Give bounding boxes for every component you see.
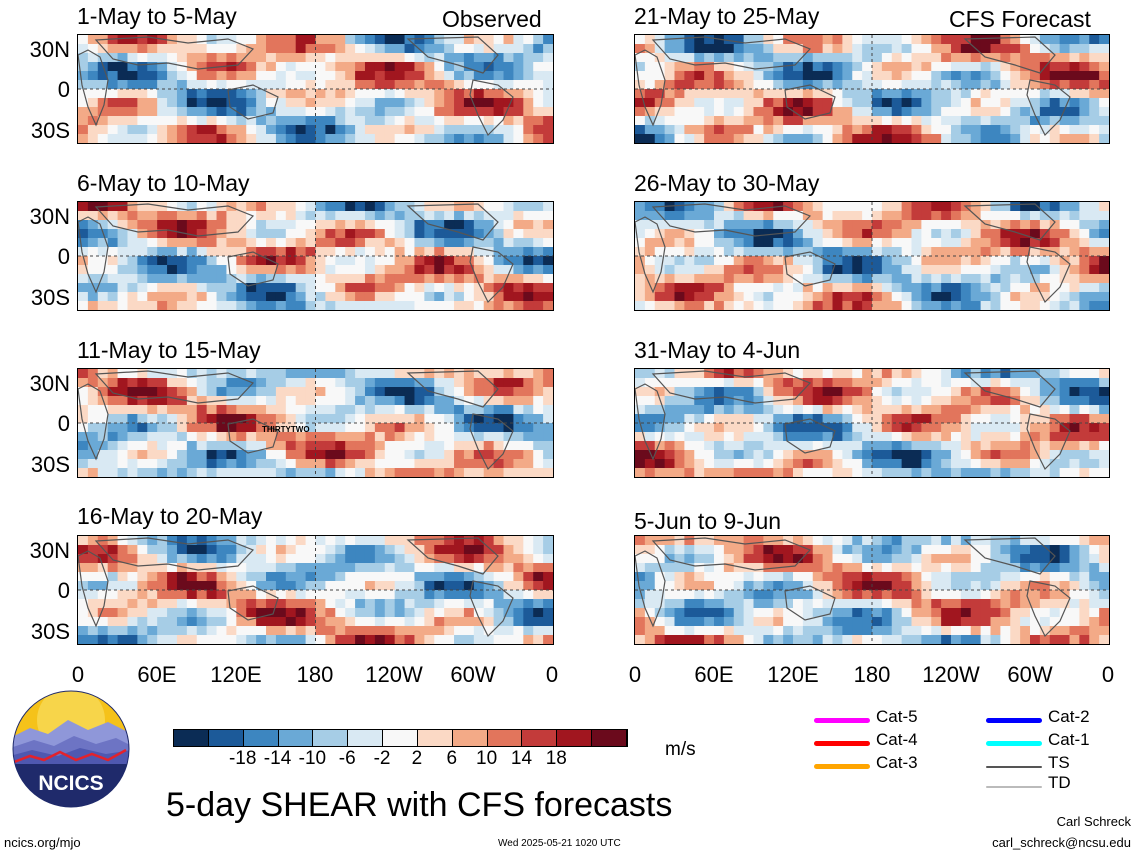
panel-title-2: 6-May to 10-May [77,170,250,196]
lon-label-60e: 60E [694,662,734,687]
legend-line-cat-3 [814,764,870,769]
logo-text: NCICS [38,772,103,795]
colorbar-swatch [452,730,488,746]
lat-label-30s: 30S [30,285,70,310]
lon-label-60w: 60W [1007,662,1053,687]
legend-line-ts [986,766,1042,768]
legend-line-cat-2 [986,718,1042,723]
shear-map-panel-1 [77,34,554,144]
lat-label-0: 0 [57,411,70,436]
panel-title-5: 21-May to 25-May [634,3,820,29]
ncics-logo: NCICS [10,690,132,808]
main-title: 5-day SHEAR with CFS forecasts [166,786,673,824]
legend-line-cat-1 [986,741,1042,746]
lon-label-0-end: 0 [545,662,559,687]
colorbar-swatch [487,730,523,746]
panel-title-4: 16-May to 20-May [77,503,263,529]
colorbar-swatch [417,730,453,746]
legend-label: Cat-4 [876,730,918,749]
legend-label: Cat-3 [876,753,918,772]
lat-label-30n: 30N [29,37,70,62]
legend-line-td [986,786,1042,788]
colorbar-tick-label: 2 [411,748,423,769]
colorbar-swatch [208,730,244,746]
legend-label: TS [1048,753,1070,772]
lon-label-120w: 120W [922,662,980,687]
lon-label-0: 0 [628,662,642,687]
lat-label-30n: 30N [29,204,70,229]
colorbar-swatch [174,730,209,746]
panel-title-6: 26-May to 30-May [634,170,820,196]
legend-label: Cat-5 [876,707,918,726]
colorbar-tick-label: -14 [263,748,292,769]
legend-label: Cat-1 [1048,730,1090,749]
colorbar-unit: m/s [665,739,696,760]
colorbar-tick-label: 10 [476,748,498,769]
colorbar-swatch [557,730,593,746]
footer-url[interactable]: ncics.org/mjo [4,835,81,850]
colorbar-tick-label: -10 [298,748,327,769]
colorbar-swatch [522,730,558,746]
shear-map-panel-2 [77,201,554,311]
lon-label-60e: 60E [137,662,177,687]
lat-label-30n: 30N [29,371,70,396]
colorbar-swatch [243,730,279,746]
panel-title-1: 1-May to 5-May [77,3,237,29]
shear-map-panel-6 [634,201,1110,311]
lat-label-0: 0 [57,578,70,603]
lat-label-30n: 30N [29,538,70,563]
observed-label: Observed [442,6,542,32]
colorbar-tick-label: -2 [373,748,391,769]
lat-label-30s: 30S [30,619,70,644]
colorbar-swatch [592,730,627,746]
colorbar-tick-label: -6 [338,748,356,769]
footer-email[interactable]: carl_schreck@ncsu.edu [992,835,1131,850]
legend-line-cat-5 [814,718,870,723]
lat-label-30s: 30S [30,118,70,143]
colorbar-tick-label: 6 [446,748,458,769]
legend-label: TD [1048,773,1071,792]
lon-label-120e: 120E [767,662,819,687]
panel-title-7: 31-May to 4-Jun [634,337,801,363]
colorbar-tick-label: -18 [228,748,257,769]
lon-label-60w: 60W [450,662,496,687]
shear-map-panel-4 [77,535,554,645]
colorbar-swatch [313,730,349,746]
lon-label-180: 180 [853,662,891,687]
shear-map-panel-3 [77,368,554,478]
lat-label-0: 0 [57,77,70,102]
legend-line-cat-4 [814,741,870,746]
shear-map-panel-5 [634,34,1110,144]
colorbar-swatch [278,730,314,746]
lon-label-120w: 120W [365,662,423,687]
lon-label-180: 180 [296,662,334,687]
colorbar-swatch [348,730,384,746]
shear-colorbar [173,729,628,747]
shear-map-panel-8 [634,535,1110,645]
lat-label-0: 0 [57,244,70,269]
colorbar-swatch [383,730,418,746]
colorbar-tick-label: 14 [510,748,533,769]
colorbar-tick-label: 18 [545,748,567,769]
lon-label-0-end: 0 [1101,662,1115,687]
lon-label-0: 0 [71,662,85,687]
panel-title-3: 11-May to 15-May [77,337,261,363]
legend-label: Cat-2 [1048,707,1090,726]
storm-label: THIRTYTWO [262,425,310,434]
lon-label-120e: 120E [210,662,262,687]
footer-timestamp: Wed 2025-05-21 1020 UTC [498,838,621,849]
forecast-label: CFS Forecast [949,6,1091,32]
panel-title-8: 5-Jun to 9-Jun [634,508,782,534]
shear-map-panel-7 [634,368,1110,478]
lat-label-30s: 30S [30,452,70,477]
footer-author: Carl Schreck [1056,814,1131,829]
